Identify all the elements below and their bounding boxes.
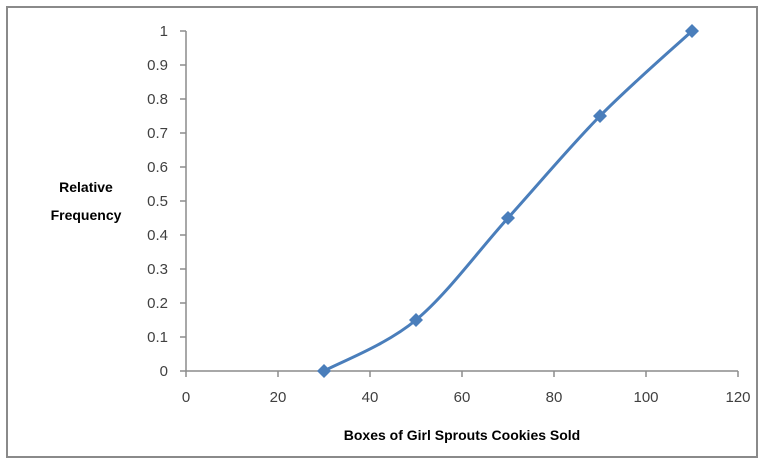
x-tick-label: 120 <box>725 389 750 406</box>
axes <box>180 30 739 377</box>
x-tick-label: 20 <box>270 389 287 406</box>
x-tick-label: 0 <box>182 389 190 406</box>
data-point-marker <box>317 364 331 378</box>
y-axis-title-line-1: Relative <box>59 179 113 195</box>
y-tick-label: 0.2 <box>147 295 168 312</box>
chart-frame <box>6 6 758 458</box>
x-tick-labels: 0 20 40 60 80 100 120 <box>182 389 751 406</box>
y-tick-label: 0.9 <box>147 57 168 74</box>
data-point-marker <box>593 109 607 123</box>
y-tick-label: 0.1 <box>147 329 168 346</box>
data-point-marker <box>409 313 423 327</box>
x-tick-label: 40 <box>362 389 379 406</box>
y-tick-label: 0.8 <box>147 91 168 108</box>
y-tick-label: 0.5 <box>147 193 168 210</box>
y-tick-label: 0.6 <box>147 159 168 176</box>
y-tick-label: 0.4 <box>147 227 168 244</box>
y-tick-labels: 0 0.1 0.2 0.3 0.4 0.5 0.6 0.7 0.8 0.9 1 <box>147 23 168 380</box>
x-tick-label: 80 <box>546 389 563 406</box>
data-point-marker <box>501 211 515 225</box>
y-tick-label: 0 <box>160 363 168 380</box>
y-tick-label: 0.7 <box>147 125 168 142</box>
y-axis-title-line-2: Frequency <box>51 207 122 223</box>
x-axis-title: Boxes of Girl Sprouts Cookies Sold <box>344 427 580 443</box>
x-tick-label: 100 <box>633 389 658 406</box>
data-point-marker <box>685 24 699 38</box>
series-line <box>323 29 694 373</box>
series-layer <box>317 24 699 378</box>
x-tick-label: 60 <box>454 389 471 406</box>
y-tick-label: 0.3 <box>147 261 168 278</box>
y-tick-label: 1 <box>160 23 168 40</box>
